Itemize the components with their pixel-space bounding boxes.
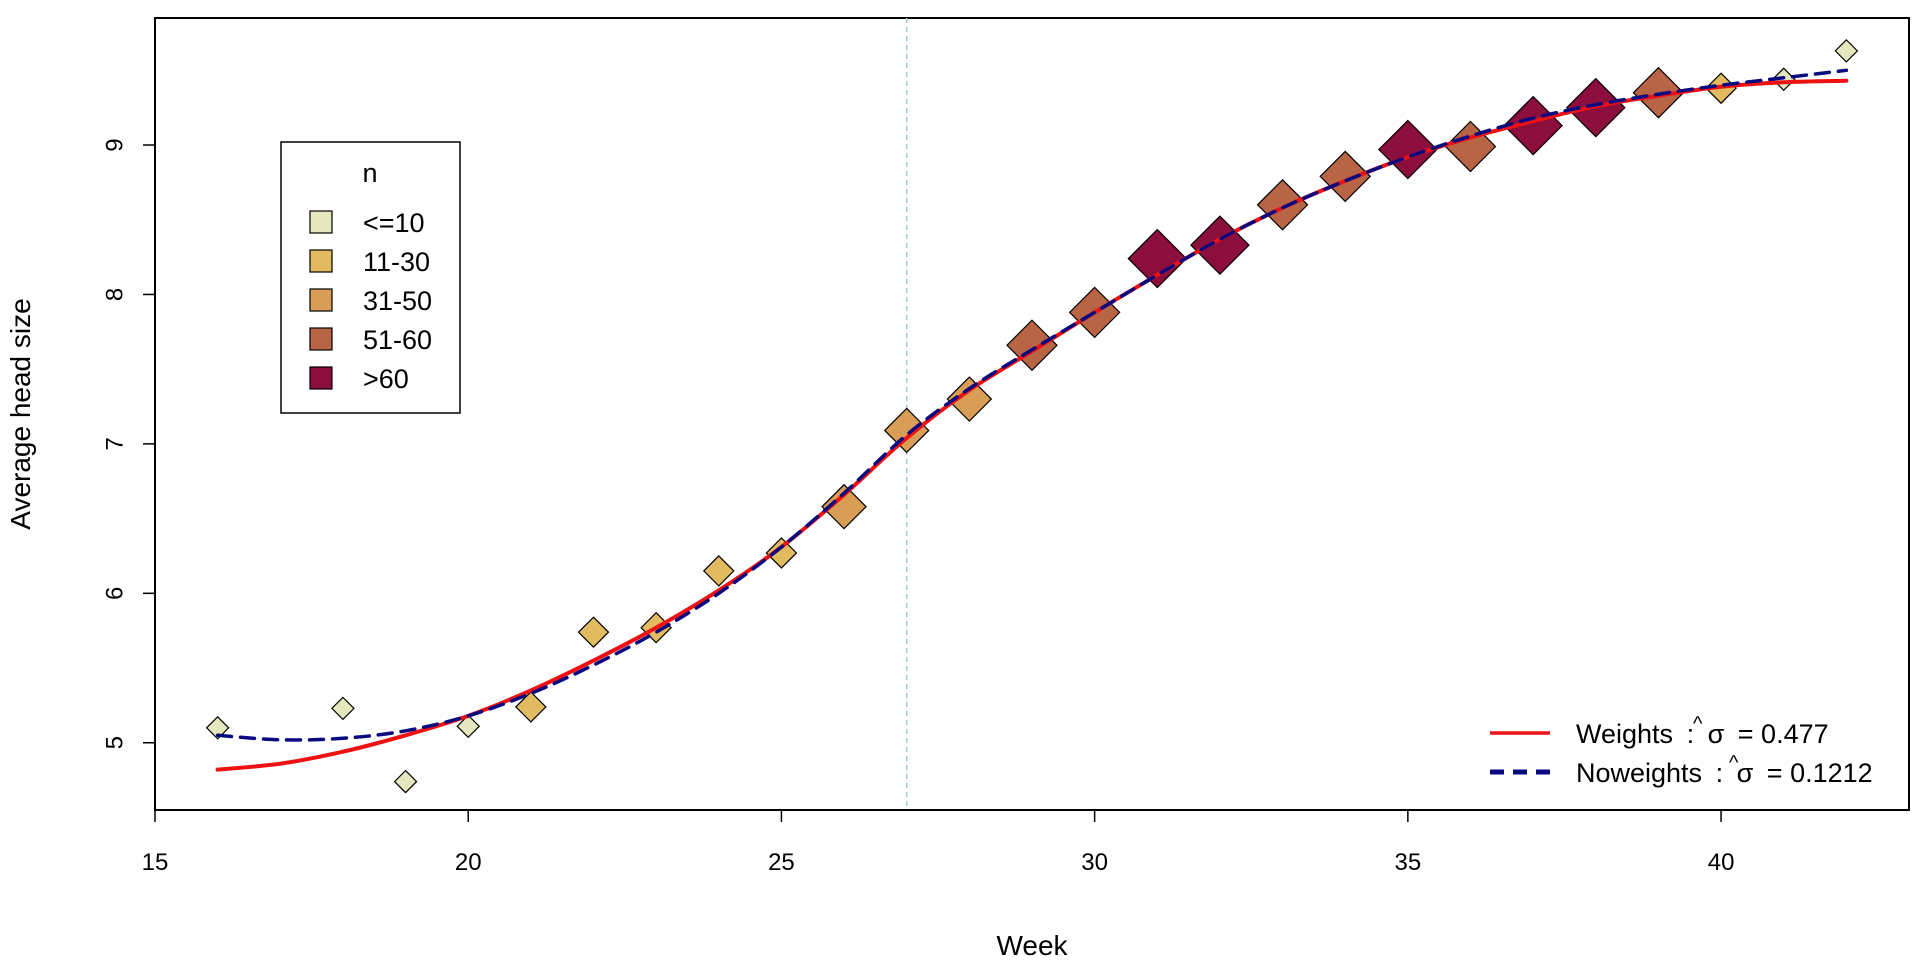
y-tick-label: 9 xyxy=(102,138,129,151)
legend-weights-value: = 0.477 xyxy=(1738,719,1829,749)
data-point xyxy=(456,714,481,739)
x-axis-title: Week xyxy=(996,930,1068,960)
y-tick-label: 7 xyxy=(102,437,129,450)
data-point xyxy=(205,715,230,740)
data-point xyxy=(1190,215,1250,275)
size-legend: n <=10 11-30 31-50 51-60 >60 xyxy=(280,141,461,414)
data-point xyxy=(393,769,418,794)
fit-line-weights xyxy=(215,78,1849,772)
size-legend-swatch xyxy=(309,327,333,351)
data-point xyxy=(821,483,867,530)
size-legend-items: <=10 11-30 31-50 51-60 >60 xyxy=(309,208,432,394)
legend-label-weights: Weights : σ = 0.477 xyxy=(1576,719,1829,749)
data-point xyxy=(577,616,610,649)
data-point xyxy=(1127,228,1188,289)
x-tick-label: 30 xyxy=(1081,849,1108,876)
legend-weights-sigma: σ xyxy=(1708,719,1725,749)
size-legend-swatch xyxy=(309,288,333,312)
x-tick-label: 35 xyxy=(1395,849,1422,876)
y-tick-label: 8 xyxy=(102,288,129,301)
data-point xyxy=(702,555,735,587)
axes-layer: 15 20 25 30 35 40 5 6 7 8 9 xyxy=(102,138,1735,876)
points-layer xyxy=(205,39,1859,794)
x-tick-label: 15 xyxy=(142,849,169,876)
fit-line-noweights xyxy=(215,68,1849,742)
legend-label-noweights: Noweights : σ = 0.1212 xyxy=(1576,758,1873,788)
legend-weights-colon: : xyxy=(1687,719,1695,749)
legend-weights-hat: ^ xyxy=(1693,713,1703,735)
size-legend-label: 31-50 xyxy=(363,286,432,316)
series-legend: Weights : σ = 0.477 ^ Noweights : σ = 0.… xyxy=(1490,713,1873,788)
data-point xyxy=(946,376,993,422)
data-point xyxy=(1834,39,1859,63)
y-tick-label: 5 xyxy=(102,736,129,749)
fit-lines-layer xyxy=(215,68,1849,772)
data-point xyxy=(515,691,547,723)
x-tick-label: 20 xyxy=(455,849,482,876)
size-legend-swatch xyxy=(309,249,333,273)
x-tick-label: 40 xyxy=(1708,849,1735,876)
legend-noweights-colon: : xyxy=(1716,758,1724,788)
size-legend-label: 51-60 xyxy=(363,325,432,355)
y-tick-label: 6 xyxy=(102,587,129,600)
x-tick-label: 25 xyxy=(768,849,795,876)
legend-noweights-sigma: σ xyxy=(1737,758,1754,788)
size-legend-label: >60 xyxy=(363,364,409,394)
data-point xyxy=(883,407,930,454)
size-legend-swatch xyxy=(309,366,333,390)
y-axis-title: Average head size xyxy=(5,298,36,529)
legend-noweights-value: = 0.1212 xyxy=(1767,758,1873,788)
data-point xyxy=(1256,178,1309,231)
size-legend-label: <=10 xyxy=(363,208,425,238)
data-point xyxy=(331,696,355,721)
plot-frame xyxy=(154,17,1910,811)
data-point xyxy=(765,537,798,569)
size-legend-label: 11-30 xyxy=(363,247,430,277)
legend-weights-prefix: Weights xyxy=(1576,719,1673,749)
data-point xyxy=(1319,150,1372,203)
legend-noweights-hat: ^ xyxy=(1729,752,1739,774)
legend-noweights-prefix: Noweights xyxy=(1576,758,1702,788)
size-legend-title: n xyxy=(362,158,377,188)
size-legend-swatch xyxy=(309,210,333,234)
